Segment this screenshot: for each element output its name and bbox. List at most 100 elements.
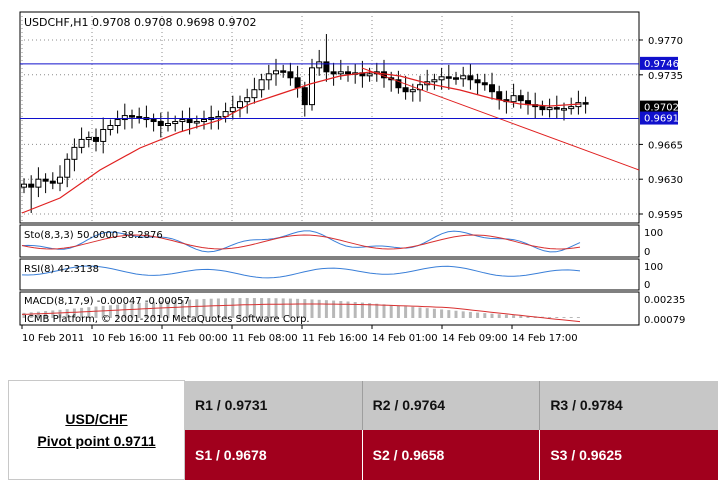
stoch-lines xyxy=(21,230,581,253)
macd-tick-top: 0.00235 xyxy=(644,295,685,306)
candle-body xyxy=(165,123,171,127)
candle-body xyxy=(136,116,143,119)
macd-bar xyxy=(188,299,192,318)
macd-bar xyxy=(346,301,350,318)
candle-body xyxy=(453,77,459,80)
candle-body xyxy=(582,102,589,105)
candle-body xyxy=(323,61,330,73)
resistance-r1: R1 / 0.9731 xyxy=(184,380,363,430)
candle-body xyxy=(172,121,179,125)
support-s1: S1 / 0.9678 xyxy=(184,429,363,480)
macd-bar xyxy=(490,313,494,318)
time-tick-label: 11 Feb 16:00 xyxy=(302,333,368,344)
macd-bar xyxy=(202,298,206,318)
candle-body xyxy=(481,82,488,86)
resistance-r3: R3 / 0.9784 xyxy=(539,380,718,430)
macd-bar xyxy=(504,314,508,318)
macd-bar xyxy=(389,304,393,318)
price-axis: 0.9770 0.9735 0.9665 0.9630 0.9595 xyxy=(639,36,683,221)
moving-average-line xyxy=(21,71,581,214)
support-s3: S3 / 0.9625 xyxy=(539,429,718,480)
macd-bar xyxy=(216,298,220,318)
candle-body xyxy=(71,146,78,160)
current-price-tag xyxy=(640,100,678,114)
pivot-points-table: USD/CHF Pivot point 0.9711 R1 / 0.9731 R… xyxy=(8,380,718,480)
candle-body xyxy=(337,71,344,75)
price-tick-label: 0.9770 xyxy=(648,36,683,47)
resistance-r2: R2 / 0.9764 xyxy=(362,380,541,430)
candle-body xyxy=(42,178,49,182)
macd-bar xyxy=(382,304,386,318)
macd-bar xyxy=(260,298,264,318)
macd-bar xyxy=(548,317,552,318)
macd-bar xyxy=(29,312,33,318)
rsi-label: RSI(8) 42.3138 xyxy=(24,264,99,275)
macd-bar xyxy=(36,311,40,318)
rsi-tick-100: 100 xyxy=(644,262,663,273)
candle-body xyxy=(100,128,107,142)
macd-bar xyxy=(166,300,170,318)
candle-body xyxy=(474,79,481,84)
macd-bar xyxy=(22,312,26,318)
macd-bar xyxy=(512,315,516,318)
candle-body xyxy=(64,158,71,178)
macd-bar xyxy=(116,304,120,318)
time-tick-label: 10 Feb 2011 xyxy=(22,333,84,344)
macd-bar xyxy=(555,317,559,318)
candle-body xyxy=(237,101,243,109)
candle-body xyxy=(258,79,265,91)
candle-body xyxy=(114,119,121,127)
pair-title: USD/CHF xyxy=(65,411,128,427)
macd-bar xyxy=(238,298,242,318)
macd-bar xyxy=(51,310,55,318)
macd-bar xyxy=(108,305,112,318)
candle-body xyxy=(129,115,135,118)
stoch-label: Sto(8,3,3) 50.0000 38.2876 xyxy=(24,230,163,241)
macd-bar xyxy=(360,302,364,318)
price-chart[interactable]: 0.9746 0.9702 0.9691 USDCHF,H1 0.9708 0.97… xyxy=(0,0,725,360)
candle-body xyxy=(330,71,337,75)
candle-body xyxy=(366,73,373,77)
candle-body xyxy=(467,75,474,81)
candle-body xyxy=(301,87,308,106)
pivot-point-label: Pivot point 0.9711 xyxy=(37,433,156,449)
macd-bar xyxy=(368,303,372,318)
macd-bar xyxy=(339,301,343,318)
candle-body xyxy=(568,106,575,110)
candle-body xyxy=(229,107,236,113)
support-s2: S2 / 0.9658 xyxy=(362,429,541,480)
macd-bar xyxy=(94,306,98,318)
candle-body xyxy=(496,91,503,101)
macd-bar xyxy=(267,298,271,318)
macd-bar xyxy=(231,298,235,318)
candle-body xyxy=(345,71,351,75)
macd-bar xyxy=(281,298,285,318)
macd-bar xyxy=(101,305,105,318)
stoch-main-line xyxy=(21,230,581,253)
macd-bar xyxy=(72,308,76,318)
macd-bar xyxy=(497,314,501,318)
candle-body xyxy=(85,136,92,140)
candle-body xyxy=(107,125,114,130)
time-tick-label: 14 Feb 17:00 xyxy=(512,333,578,344)
macd-bar xyxy=(224,298,228,318)
candle-body xyxy=(546,107,553,111)
macd-bar xyxy=(65,309,69,318)
price-tick-label: 0.9665 xyxy=(648,140,683,151)
candle-body xyxy=(265,73,272,81)
time-axis: 10 Feb 2011 10 Feb 16:00 11 Feb 00:00 11 Fe… xyxy=(21,325,578,344)
pivot-title-cell: USD/CHF Pivot point 0.9711 xyxy=(8,380,185,480)
candle-body xyxy=(121,115,128,121)
candle-body xyxy=(402,87,409,93)
price-tick-label: 0.9735 xyxy=(648,71,683,82)
stoch-tick-0: 0 xyxy=(644,247,650,258)
macd-bar xyxy=(432,308,436,318)
macd-bar xyxy=(245,298,249,318)
macd-bar xyxy=(526,316,530,318)
rsi-panel-frame xyxy=(19,258,640,291)
candle-body xyxy=(489,84,495,93)
macd-bar xyxy=(425,308,429,318)
candle-body xyxy=(539,106,546,111)
macd-bar xyxy=(396,305,400,318)
